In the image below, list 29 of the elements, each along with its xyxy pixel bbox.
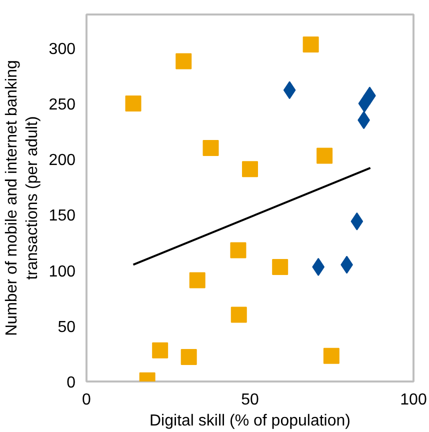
y-tick-label: 0 [66,374,76,392]
point [302,36,319,53]
y-tick-label: 200 [48,152,76,170]
y-tick-label: 150 [48,208,76,225]
point [152,342,168,358]
point [323,348,340,364]
x-tick-label: 50 [241,392,259,408]
point [180,349,197,366]
point [350,212,364,230]
point [230,242,246,258]
point [358,94,371,112]
point [242,161,258,178]
x-axis-title: Digital skill (% of population) [150,412,350,430]
y-tick-label: 300 [48,40,76,58]
point [272,258,288,275]
point [312,258,325,276]
point [283,81,296,100]
point [202,140,219,156]
y-tick-label: 50 [58,318,76,336]
y-tick-label: 250 [48,96,76,114]
point [230,306,247,323]
point [189,272,206,288]
point [125,95,142,112]
y-tick-label: 100 [48,263,76,280]
y-axis-title: Number of mobile and internet banking transactions (per adult) [3,60,41,336]
point [316,148,333,164]
x-tick-label: 100 [400,392,427,408]
point [176,53,192,70]
x-tick-label: 0 [82,392,92,408]
